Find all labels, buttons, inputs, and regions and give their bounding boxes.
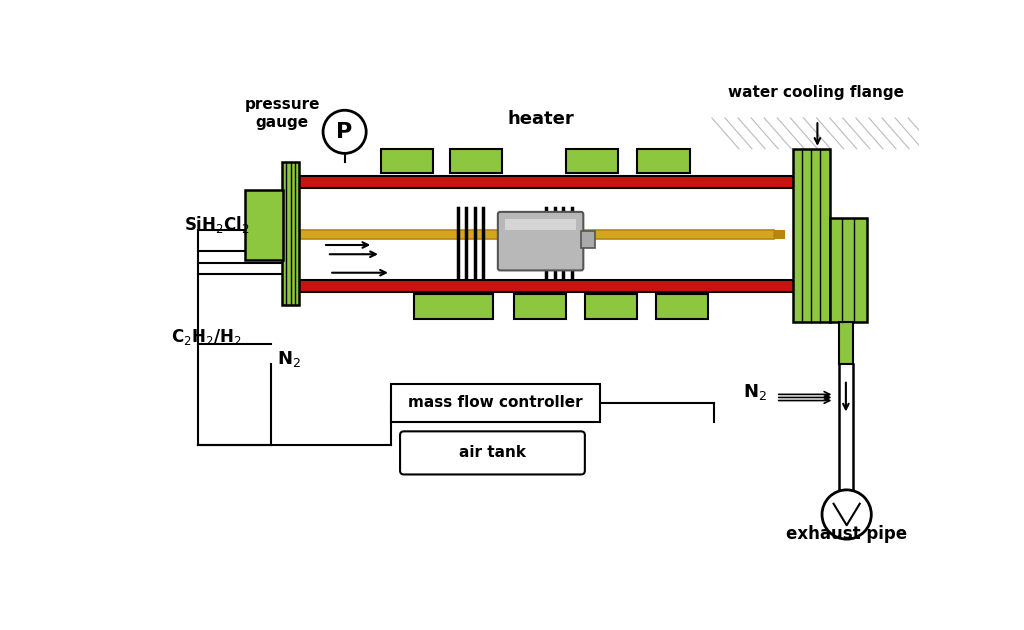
Bar bbox=[414, 294, 494, 319]
Bar bbox=[565, 149, 617, 173]
Bar bbox=[637, 149, 689, 173]
Text: mass flow controller: mass flow controller bbox=[409, 396, 583, 410]
FancyBboxPatch shape bbox=[498, 212, 584, 270]
Bar bbox=[451, 149, 503, 173]
FancyBboxPatch shape bbox=[400, 432, 585, 474]
Bar bbox=[514, 294, 566, 319]
Bar bbox=[773, 231, 784, 238]
Text: exhaust pipe: exhaust pipe bbox=[786, 525, 907, 543]
Text: water cooling flange: water cooling flange bbox=[728, 85, 904, 100]
Bar bbox=[391, 384, 600, 422]
Circle shape bbox=[323, 110, 367, 153]
Text: heater: heater bbox=[508, 110, 574, 129]
Text: N$_2$: N$_2$ bbox=[276, 349, 301, 369]
Bar bbox=[286, 188, 797, 280]
Bar bbox=[245, 190, 283, 260]
Bar bbox=[581, 231, 595, 248]
Circle shape bbox=[822, 490, 871, 539]
Bar bbox=[286, 176, 797, 188]
Bar bbox=[829, 218, 866, 322]
Text: N$_2$: N$_2$ bbox=[742, 382, 767, 402]
Bar bbox=[839, 322, 853, 364]
Bar bbox=[283, 162, 299, 305]
Bar bbox=[505, 219, 577, 229]
Text: P: P bbox=[337, 122, 352, 142]
Bar bbox=[585, 294, 637, 319]
Text: air tank: air tank bbox=[459, 445, 526, 461]
Bar bbox=[300, 229, 773, 239]
Bar bbox=[793, 149, 829, 322]
Bar bbox=[286, 280, 797, 292]
Bar bbox=[655, 294, 708, 319]
Text: SiH$_2$Cl$_2$: SiH$_2$Cl$_2$ bbox=[184, 214, 251, 235]
Text: pressure
gauge: pressure gauge bbox=[245, 97, 319, 130]
Bar bbox=[381, 149, 433, 173]
Text: C$_2$H$_2$/H$_2$: C$_2$H$_2$/H$_2$ bbox=[171, 328, 242, 347]
